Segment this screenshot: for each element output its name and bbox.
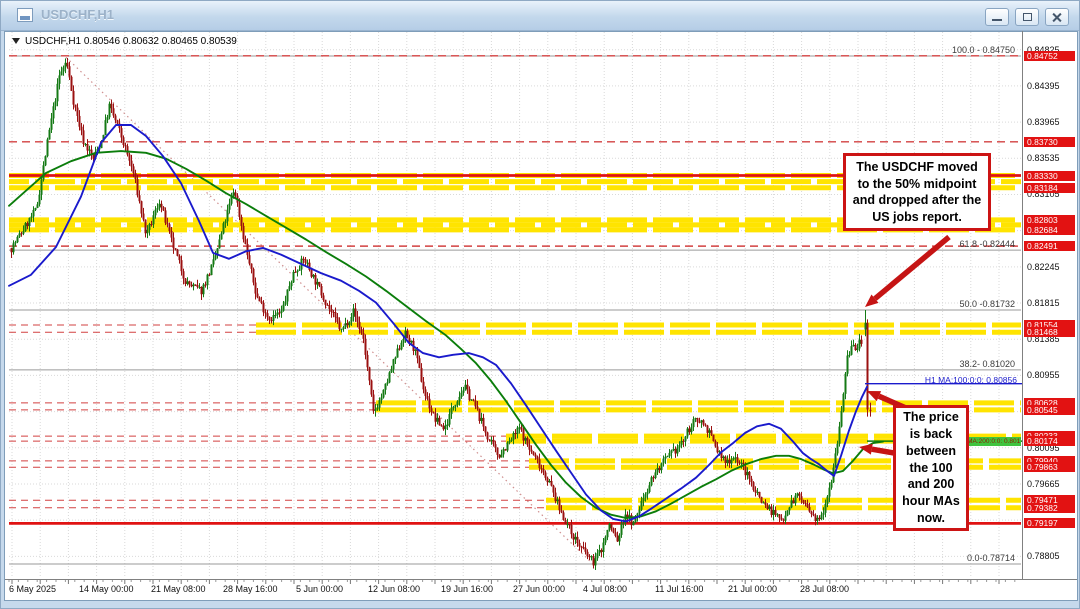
price-axis-badge: 0.81468 <box>1024 327 1075 338</box>
price-axis-label: 0.83965 <box>1027 117 1060 128</box>
price-axis-label: 0.80095 <box>1027 442 1060 453</box>
price-axis-label: 0.82245 <box>1027 261 1060 272</box>
fib-level-label: 50.0 -0.81732 <box>959 299 1015 309</box>
time-axis-label: 19 Jun 16:00 <box>441 584 494 594</box>
ma200-level-label: H1 MA:200:0:0: 0.80174 <box>957 437 1021 446</box>
window-title: USDCHF,H1 <box>41 7 114 22</box>
ma200-line <box>8 150 884 519</box>
price-axis-label: 0.83535 <box>1027 153 1060 164</box>
time-axis-label: 21 Jul 00:00 <box>728 584 778 594</box>
fib-levels <box>9 55 1021 565</box>
time-axis-label: 28 Jul 08:00 <box>800 584 850 594</box>
price-axis-label: 0.83105 <box>1027 189 1060 200</box>
annotation-box-between-mas[interactable]: The price is back between the 100 and 20… <box>893 405 969 531</box>
time-axis-label: 4 Jul 08:00 <box>583 584 628 594</box>
time-axis-label: 11 Jul 16:00 <box>655 584 704 594</box>
fib-level-label: 38.2- 0.81020 <box>959 358 1015 369</box>
price-axis-badge: 0.81554 <box>1024 319 1075 330</box>
minimize-button[interactable] <box>985 8 1009 26</box>
price-axis-label: 0.78805 <box>1027 551 1060 562</box>
price-axis-label: 0.79665 <box>1027 478 1060 489</box>
price-axis-badge: 0.80174 <box>1024 436 1075 447</box>
time-axis-label: 21 May 08:00 <box>151 584 206 594</box>
price-axis-badge: 0.79382 <box>1024 502 1075 513</box>
symbol-header: USDCHF,H1 0.80546 0.80632 0.80465 0.8053… <box>12 36 237 47</box>
price-axis-badge: 0.79940 <box>1024 455 1075 466</box>
time-axis-label: 12 Jun 08:00 <box>368 584 421 594</box>
price-axis-badge: 0.79197 <box>1024 518 1075 529</box>
fib-level-label: 0.0-0.78714 <box>966 553 1015 563</box>
symbol-dropdown-icon[interactable] <box>12 38 20 45</box>
fib-level-label: 100.0 - 0.84750 <box>951 45 1015 55</box>
annotation-text: The price is back between the 100 and 20… <box>902 409 960 526</box>
price-axis-badge: 0.83730 <box>1024 136 1075 147</box>
restore-icon <box>1023 13 1032 21</box>
price-axis-badge: 0.79471 <box>1024 495 1075 506</box>
close-button[interactable] <box>1045 8 1069 26</box>
ma100-level-label: H1 MA:100:0:0: 0.80856 <box>924 375 1017 385</box>
symbol-ohlc-text: USDCHF,H1 0.80546 0.80632 0.80465 0.8053… <box>25 36 237 47</box>
time-axis-label: 27 Jun 00:00 <box>513 584 566 594</box>
annotation-box-jobs-report[interactable]: The USDCHF moved to the 50% midpoint and… <box>843 153 991 231</box>
chart-icon <box>17 8 33 22</box>
candles-series <box>10 57 872 570</box>
annotation-text: The USDCHF moved to the 50% midpoint and… <box>852 160 982 224</box>
price-axis-badge: 0.83184 <box>1024 182 1075 193</box>
price-axis-badge: 0.80545 <box>1024 404 1075 415</box>
price-axis-badge: 0.82491 <box>1024 241 1075 252</box>
restore-button[interactable] <box>1015 8 1039 26</box>
time-axis-label: 28 May 16:00 <box>223 584 278 594</box>
window-titlebar[interactable]: USDCHF,H1 <box>1 1 1079 31</box>
time-axis-label: 14 May 00:00 <box>79 584 134 594</box>
time-axis-label: 5 Jun 00:00 <box>296 584 344 594</box>
price-axis-label: 0.84825 <box>1027 44 1060 55</box>
price-axis-label: 0.81385 <box>1027 334 1060 345</box>
time-ticks <box>8 580 1016 584</box>
price-axis-badge: 0.82803 <box>1024 214 1075 225</box>
price-axis-badge: 0.83330 <box>1024 170 1075 181</box>
time-axis-label: 6 May 2025 <box>9 584 57 594</box>
price-axis-badge: 0.80628 <box>1024 397 1075 408</box>
price-axis-badge: 0.82684 <box>1024 224 1075 235</box>
price-axis-label: 0.80955 <box>1027 370 1060 381</box>
price-axis-badge: 0.79863 <box>1024 462 1075 473</box>
price-axis-label: 0.84395 <box>1027 80 1060 91</box>
minimize-icon <box>992 19 1002 21</box>
fib-level-label: 61.8 -0.82444 <box>959 239 1015 250</box>
price-axis-label: 0.81815 <box>1027 298 1060 308</box>
price-axis-badge: 0.84752 <box>1024 50 1075 61</box>
ma100-line <box>8 124 868 523</box>
